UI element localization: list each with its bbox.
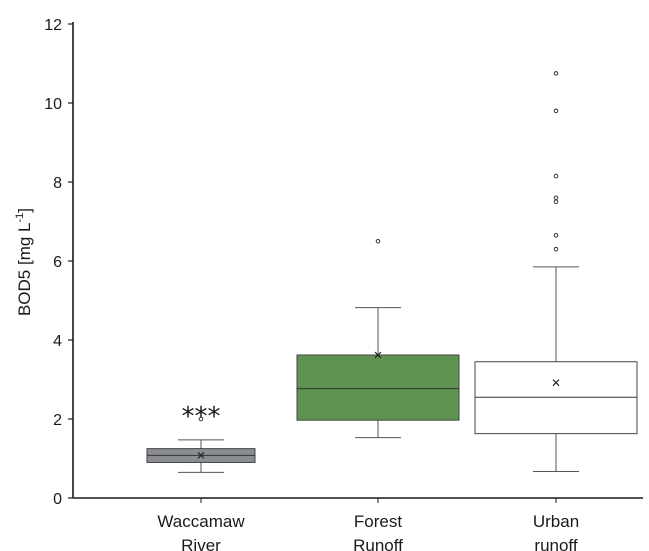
box-group: Forest Runoff bbox=[296, 238, 460, 551]
y-axis-title-main: BOD5 [mg L bbox=[15, 222, 34, 316]
y-axis-title-superscript: -1 bbox=[14, 213, 26, 223]
x-category-label: River bbox=[181, 536, 221, 551]
outlier-point bbox=[375, 238, 381, 244]
outlier-point bbox=[553, 108, 559, 114]
mean-marker bbox=[374, 351, 382, 359]
mean-marker bbox=[197, 451, 205, 459]
box-group: *** Waccamaw River bbox=[146, 402, 256, 551]
outlier-point bbox=[553, 195, 559, 201]
outlier-point bbox=[553, 199, 559, 205]
y-tick-label: 8 bbox=[53, 175, 62, 192]
x-category-label: Urban bbox=[533, 512, 579, 531]
box-iqr bbox=[296, 354, 460, 421]
y-axis-title: BOD5 [mg L-1] bbox=[14, 208, 34, 316]
y-tick-label: 10 bbox=[44, 96, 62, 113]
mean-marker bbox=[552, 379, 560, 387]
outlier-point bbox=[198, 416, 204, 422]
boxes-layer: *** Waccamaw River Forest Runoff Urban runoff bbox=[146, 71, 638, 551]
x-category-label: Waccamaw bbox=[157, 512, 245, 531]
y-axis-title-end: ] bbox=[15, 208, 34, 213]
y-tick-label: 2 bbox=[53, 412, 62, 429]
axes-layer: 0 2 4 6 8 10 12 bbox=[44, 17, 643, 508]
x-category-label: Runoff bbox=[353, 536, 403, 551]
x-category-label: runoff bbox=[534, 536, 577, 551]
box-group: Urban runoff bbox=[474, 71, 638, 551]
outlier-point bbox=[553, 71, 559, 76]
outlier-point bbox=[553, 233, 559, 238]
y-tick-label: 12 bbox=[44, 17, 62, 34]
y-tick-label: 6 bbox=[53, 254, 62, 271]
y-tick-label: 0 bbox=[53, 491, 62, 508]
significance-annotation: *** bbox=[182, 402, 221, 432]
y-tick-label: 4 bbox=[53, 333, 62, 350]
outlier-point bbox=[553, 173, 559, 179]
x-category-label: Forest bbox=[354, 512, 402, 531]
outlier-point bbox=[553, 246, 559, 252]
